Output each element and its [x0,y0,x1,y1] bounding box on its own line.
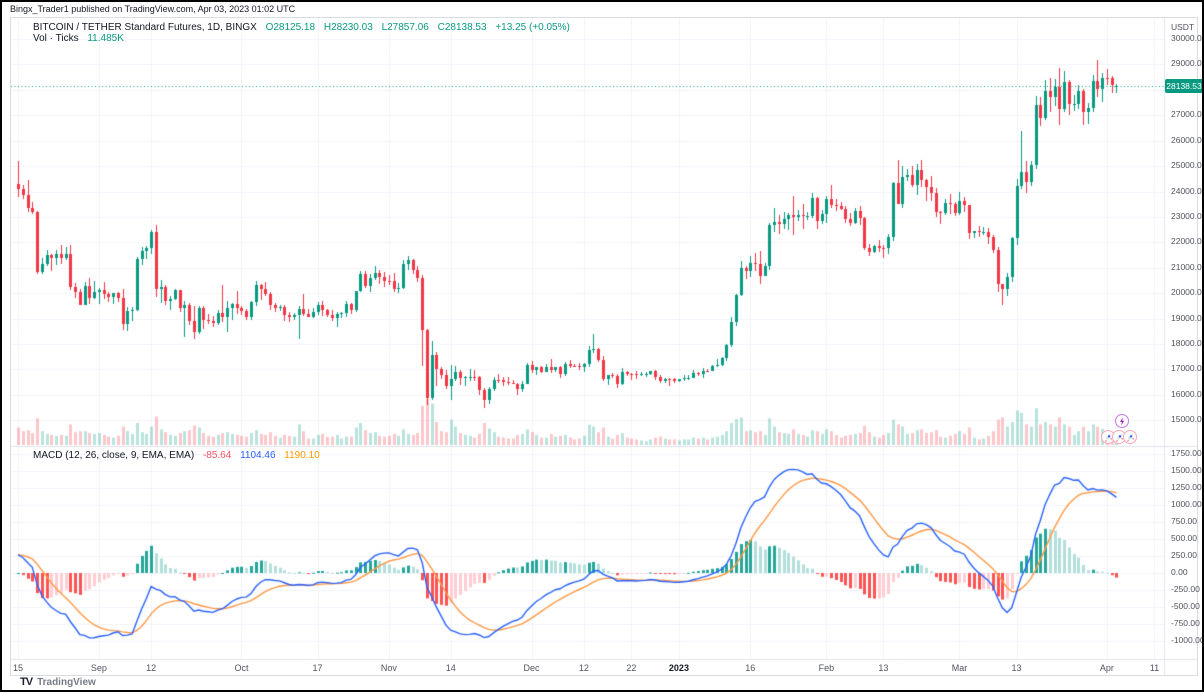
time-axis-label: 13 [1011,663,1022,673]
time-axis-label: Nov [380,663,397,673]
time-axis-label: 13 [878,663,889,673]
macd-axis-label: -750.00 [1171,618,1200,628]
chart-canvas[interactable] [11,18,1197,675]
rocket-icon[interactable] [1112,430,1126,444]
ohlc-low: L27857.06 [381,22,429,33]
attribution-text: Bingx_Trader1 published on TradingView.c… [10,4,296,14]
price-axis-label: 23000.00 [1171,210,1204,221]
price-axis-label: 19000.00 [1171,312,1204,323]
chart-frame: BITCOIN / TETHER Standard Futures, 1D, B… [10,17,1202,676]
time-axis-label: Mar [951,663,968,673]
time-axis-label: Oct [234,663,249,673]
macd-signal-value: 1190.10 [284,450,320,461]
reaction-icons [1099,414,1159,460]
price-axis-label: 22000.00 [1171,236,1204,247]
volume-legend: Vol · Ticks 11.485K [33,33,130,44]
price-axis-label: 24000.00 [1171,185,1204,196]
time-axis-label: 12 [146,663,157,673]
time-axis-label: Feb [818,663,835,673]
macd-histogram-value: -85.64 [202,450,232,461]
price-axis-label: 18000.00 [1171,338,1204,348]
symbol-title: BITCOIN / TETHER Standard Futures, 1D, B… [33,22,257,33]
price-axis[interactable]: USDT30000.0029000.0028000.0027000.002600… [1164,18,1202,659]
time-axis-label: 15 [12,663,24,673]
tradingview-footer: TV TradingView [20,676,96,688]
macd-line-value: 1104.46 [240,450,276,461]
tradingview-logo-icon[interactable]: TV [20,676,33,688]
volume-label: Vol · Ticks [33,33,79,44]
rocket-icon[interactable] [1123,430,1137,444]
macd-axis-label: 1500.00 [1171,465,1202,475]
macd-axis-label: 500.00 [1171,533,1197,543]
time-axis-label: Apr [1099,663,1114,673]
macd-axis-label: 1250.00 [1171,482,1202,492]
volume-value: 11.485K [87,33,124,44]
time-axis-label: Dec [523,663,540,673]
time-axis-label: 2023 [668,663,689,673]
price-axis-label: 16000.00 [1171,388,1204,399]
tradingview-brand[interactable]: TradingView [37,676,96,688]
macd-axis-label: -500.00 [1171,601,1200,611]
macd-axis-label: 250.00 [1171,550,1197,560]
time-axis-label: 14 [445,663,456,673]
price-axis-currency-label: USDT [1171,22,1195,32]
ohlc-close: C28138.53 [437,22,487,33]
time-axis-label: 17 [312,663,323,673]
price-axis-label: 26000.00 [1171,134,1204,145]
time-axis-label: 12 [578,663,589,673]
current-price-badge: 28138.53 [1165,79,1202,94]
price-axis-label: 29000.00 [1171,58,1204,69]
symbol-legend: BITCOIN / TETHER Standard Futures, 1D, B… [33,22,576,33]
macd-axis-label: 1750.00 [1171,448,1202,458]
macd-axis-label: 1000.00 [1171,499,1202,509]
price-axis-label: 27000.00 [1171,109,1204,120]
lightning-bolt-icon[interactable] [1115,414,1129,428]
time-axis[interactable]: 15 Sep 12 Oct 17 Nov 14 Dec 12 22 2023 16 Feb 13 Mar 13… [11,659,1164,676]
macd-title: MACD (12, 26, close, 9, EMA, EMA) [33,450,195,461]
price-axis-label: 20000.00 [1171,287,1204,298]
time-axis-label: Sep [90,663,107,673]
time-axis-label: 22 [626,663,637,673]
macd-axis-label: -1000.00 [1171,635,1204,645]
price-change: +13.25 (+0.05%) [495,22,570,33]
price-axis-label: 30000.00 [1171,33,1204,43]
ohlc-open: O28125.18 [265,22,316,33]
macd-axis-label: -250.00 [1171,584,1200,594]
price-axis-label: 25000.00 [1171,160,1204,171]
time-axis-label: 16 [745,663,756,673]
price-axis-label: 21000.00 [1171,261,1204,272]
macd-legend: MACD (12, 26, close, 9, EMA, EMA) -85.64… [33,450,326,461]
price-axis-label: 15000.00 [1171,414,1204,425]
time-axis-label: 11 [1149,663,1160,673]
macd-axis-label: 0.00 [1171,567,1188,577]
price-axis-label: 17000.00 [1171,363,1204,374]
ohlc-high: H28230.03 [323,22,373,33]
macd-axis-label: 750.00 [1171,516,1197,526]
